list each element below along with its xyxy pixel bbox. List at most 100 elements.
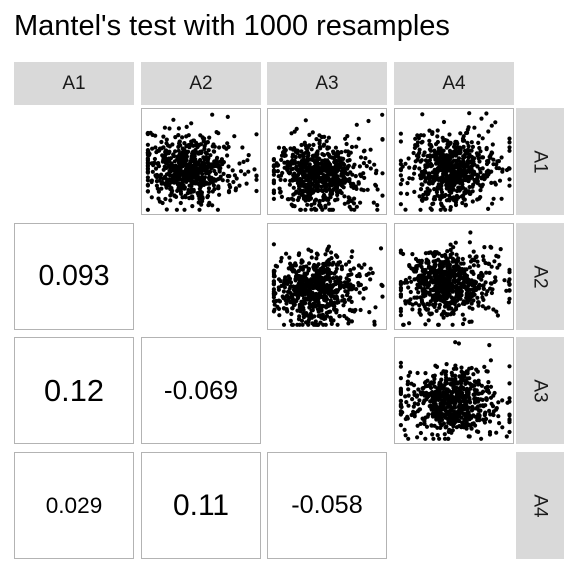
scatter-point: [496, 400, 501, 405]
scatter-point: [306, 282, 311, 287]
scatter-point: [460, 301, 465, 306]
scatter-point: [178, 200, 183, 206]
scatter-point: [307, 261, 312, 266]
scatter-point: [159, 139, 164, 145]
scatter-point: [475, 295, 480, 300]
scatter-point: [439, 377, 444, 382]
correlation-panel-a4-a2: 0.11: [141, 452, 261, 559]
scatter-point: [307, 291, 313, 296]
scatter-point: [361, 161, 366, 166]
scatter-point: [415, 133, 420, 138]
scatter-point: [321, 270, 326, 275]
scatter-point: [449, 420, 455, 425]
scatter-panel-a2-a4: [394, 223, 514, 330]
scatter-point: [451, 311, 456, 316]
correlation-panel-a3-a2: -0.069: [141, 337, 261, 444]
scatter-point: [164, 207, 169, 212]
scatter-point: [182, 141, 187, 146]
correlation-value: -0.069: [163, 375, 239, 405]
scatter-point: [299, 149, 304, 154]
scatter-point: [433, 168, 438, 173]
scatter-point: [418, 421, 423, 426]
scatter-point: [201, 177, 206, 182]
scatter-point: [447, 377, 452, 382]
scatter-point: [210, 112, 215, 117]
scatter-point: [448, 205, 453, 210]
scatter-point: [350, 172, 355, 177]
scatter-point: [423, 436, 428, 441]
scatter-point: [299, 299, 304, 304]
scatter-point: [422, 279, 427, 284]
scatter-point: [398, 398, 403, 403]
scatter-point: [398, 364, 403, 369]
scatter-point: [305, 149, 310, 154]
scatter-point: [254, 177, 259, 182]
scatter-point: [470, 199, 475, 204]
scatter-point: [153, 166, 159, 171]
scatter-point: [345, 289, 350, 294]
scatter-point: [212, 159, 217, 164]
scatter-point: [429, 207, 434, 212]
scatter-point: [440, 253, 445, 258]
scatter-point: [444, 375, 449, 380]
scatter-point: [442, 436, 448, 441]
scatter-point: [460, 182, 465, 187]
scatter-point: [287, 255, 292, 260]
scatter-point: [469, 140, 474, 145]
scatter-point: [479, 291, 485, 296]
scatter-point: [455, 163, 460, 168]
scatter-point: [434, 171, 439, 176]
scatter-point: [415, 259, 421, 264]
scatter-point: [403, 207, 408, 212]
scatter-point: [436, 277, 441, 283]
scatter-point: [328, 179, 333, 184]
scatter-point: [486, 172, 491, 177]
scatter-point: [398, 250, 403, 255]
scatter-point: [424, 424, 430, 429]
scatter-point: [431, 436, 436, 441]
scatter-point: [220, 178, 225, 183]
scatter-point: [334, 262, 339, 267]
scatter-point: [319, 162, 324, 167]
scatter-point: [301, 175, 306, 180]
scatter-point: [282, 160, 287, 165]
scatter-point: [446, 389, 451, 394]
scatter-point: [155, 148, 160, 154]
scatter-point: [458, 399, 463, 405]
scatter-point: [432, 187, 437, 192]
scatter-point: [405, 191, 410, 196]
scatter-point: [507, 148, 512, 153]
scatter-point: [405, 181, 410, 186]
scatter-point: [380, 294, 385, 299]
scatter-point: [507, 296, 512, 301]
scatter-point: [288, 170, 293, 175]
scatter-point: [481, 297, 486, 302]
scatter-point: [232, 134, 237, 139]
scatter-point: [225, 114, 230, 119]
scatter-point: [507, 288, 512, 293]
scatter-plot: [398, 111, 512, 212]
scatter-point: [456, 303, 461, 308]
scatter-point: [482, 411, 487, 416]
scatter-point: [417, 407, 423, 412]
scatter-point: [405, 414, 410, 419]
scatter-point: [145, 166, 150, 171]
scatter-point: [438, 197, 443, 202]
scatter-point: [368, 166, 373, 171]
scatter-point: [439, 201, 444, 206]
scatter-point: [457, 148, 462, 153]
scatter-point: [428, 153, 433, 158]
scatter-point: [338, 275, 343, 280]
scatter-point: [416, 285, 421, 290]
scatter-point: [459, 289, 464, 294]
scatter-point: [324, 304, 329, 309]
scatter-point: [318, 203, 323, 208]
scatter-point: [478, 195, 483, 200]
scatter-point: [173, 149, 178, 154]
scatter-point: [472, 125, 477, 130]
scatter-point: [323, 261, 328, 266]
scatter-point: [326, 135, 331, 140]
scatter-point: [145, 183, 150, 188]
scatter-point: [152, 156, 157, 162]
scatter-point: [353, 174, 358, 179]
